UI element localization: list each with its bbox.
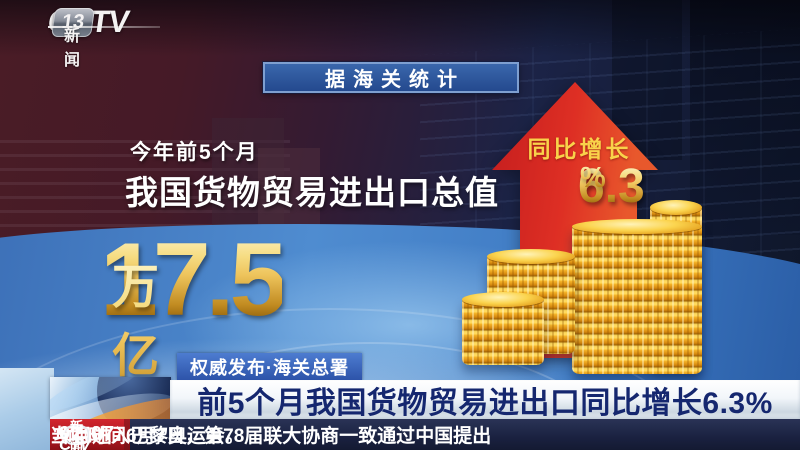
logo-divider [48, 26, 160, 28]
headline-banner: 前5个月我国货物贸易进出口同比增长6.3% [170, 380, 800, 420]
growth-percent-sign: % [580, 162, 606, 194]
report-subject: 我国货物贸易进出口总值 [125, 174, 499, 211]
trade-value-number: 17.5 [100, 222, 287, 338]
growth-label: 同比增长 [527, 136, 632, 162]
coin-stack-large [572, 219, 702, 374]
stat-source-badge: 据海关统计 [263, 62, 519, 93]
globe-graphic [50, 377, 171, 419]
sky-corner [0, 368, 54, 450]
program-tab: 权威发布·海关总署 [177, 353, 362, 381]
coin-stack-small [462, 292, 544, 365]
ticker-item: 项目进入巴黎奥运会。 [54, 426, 245, 447]
top-vignette [0, 0, 800, 56]
ticker-item: 当地时间6月7日，第78届联大协商一致通过中国提出 [50, 426, 492, 447]
channel-subtitle: 新闻 [64, 28, 111, 69]
growth-number: 6.3 [578, 160, 645, 213]
report-period: 今年前5个月 [130, 141, 259, 164]
